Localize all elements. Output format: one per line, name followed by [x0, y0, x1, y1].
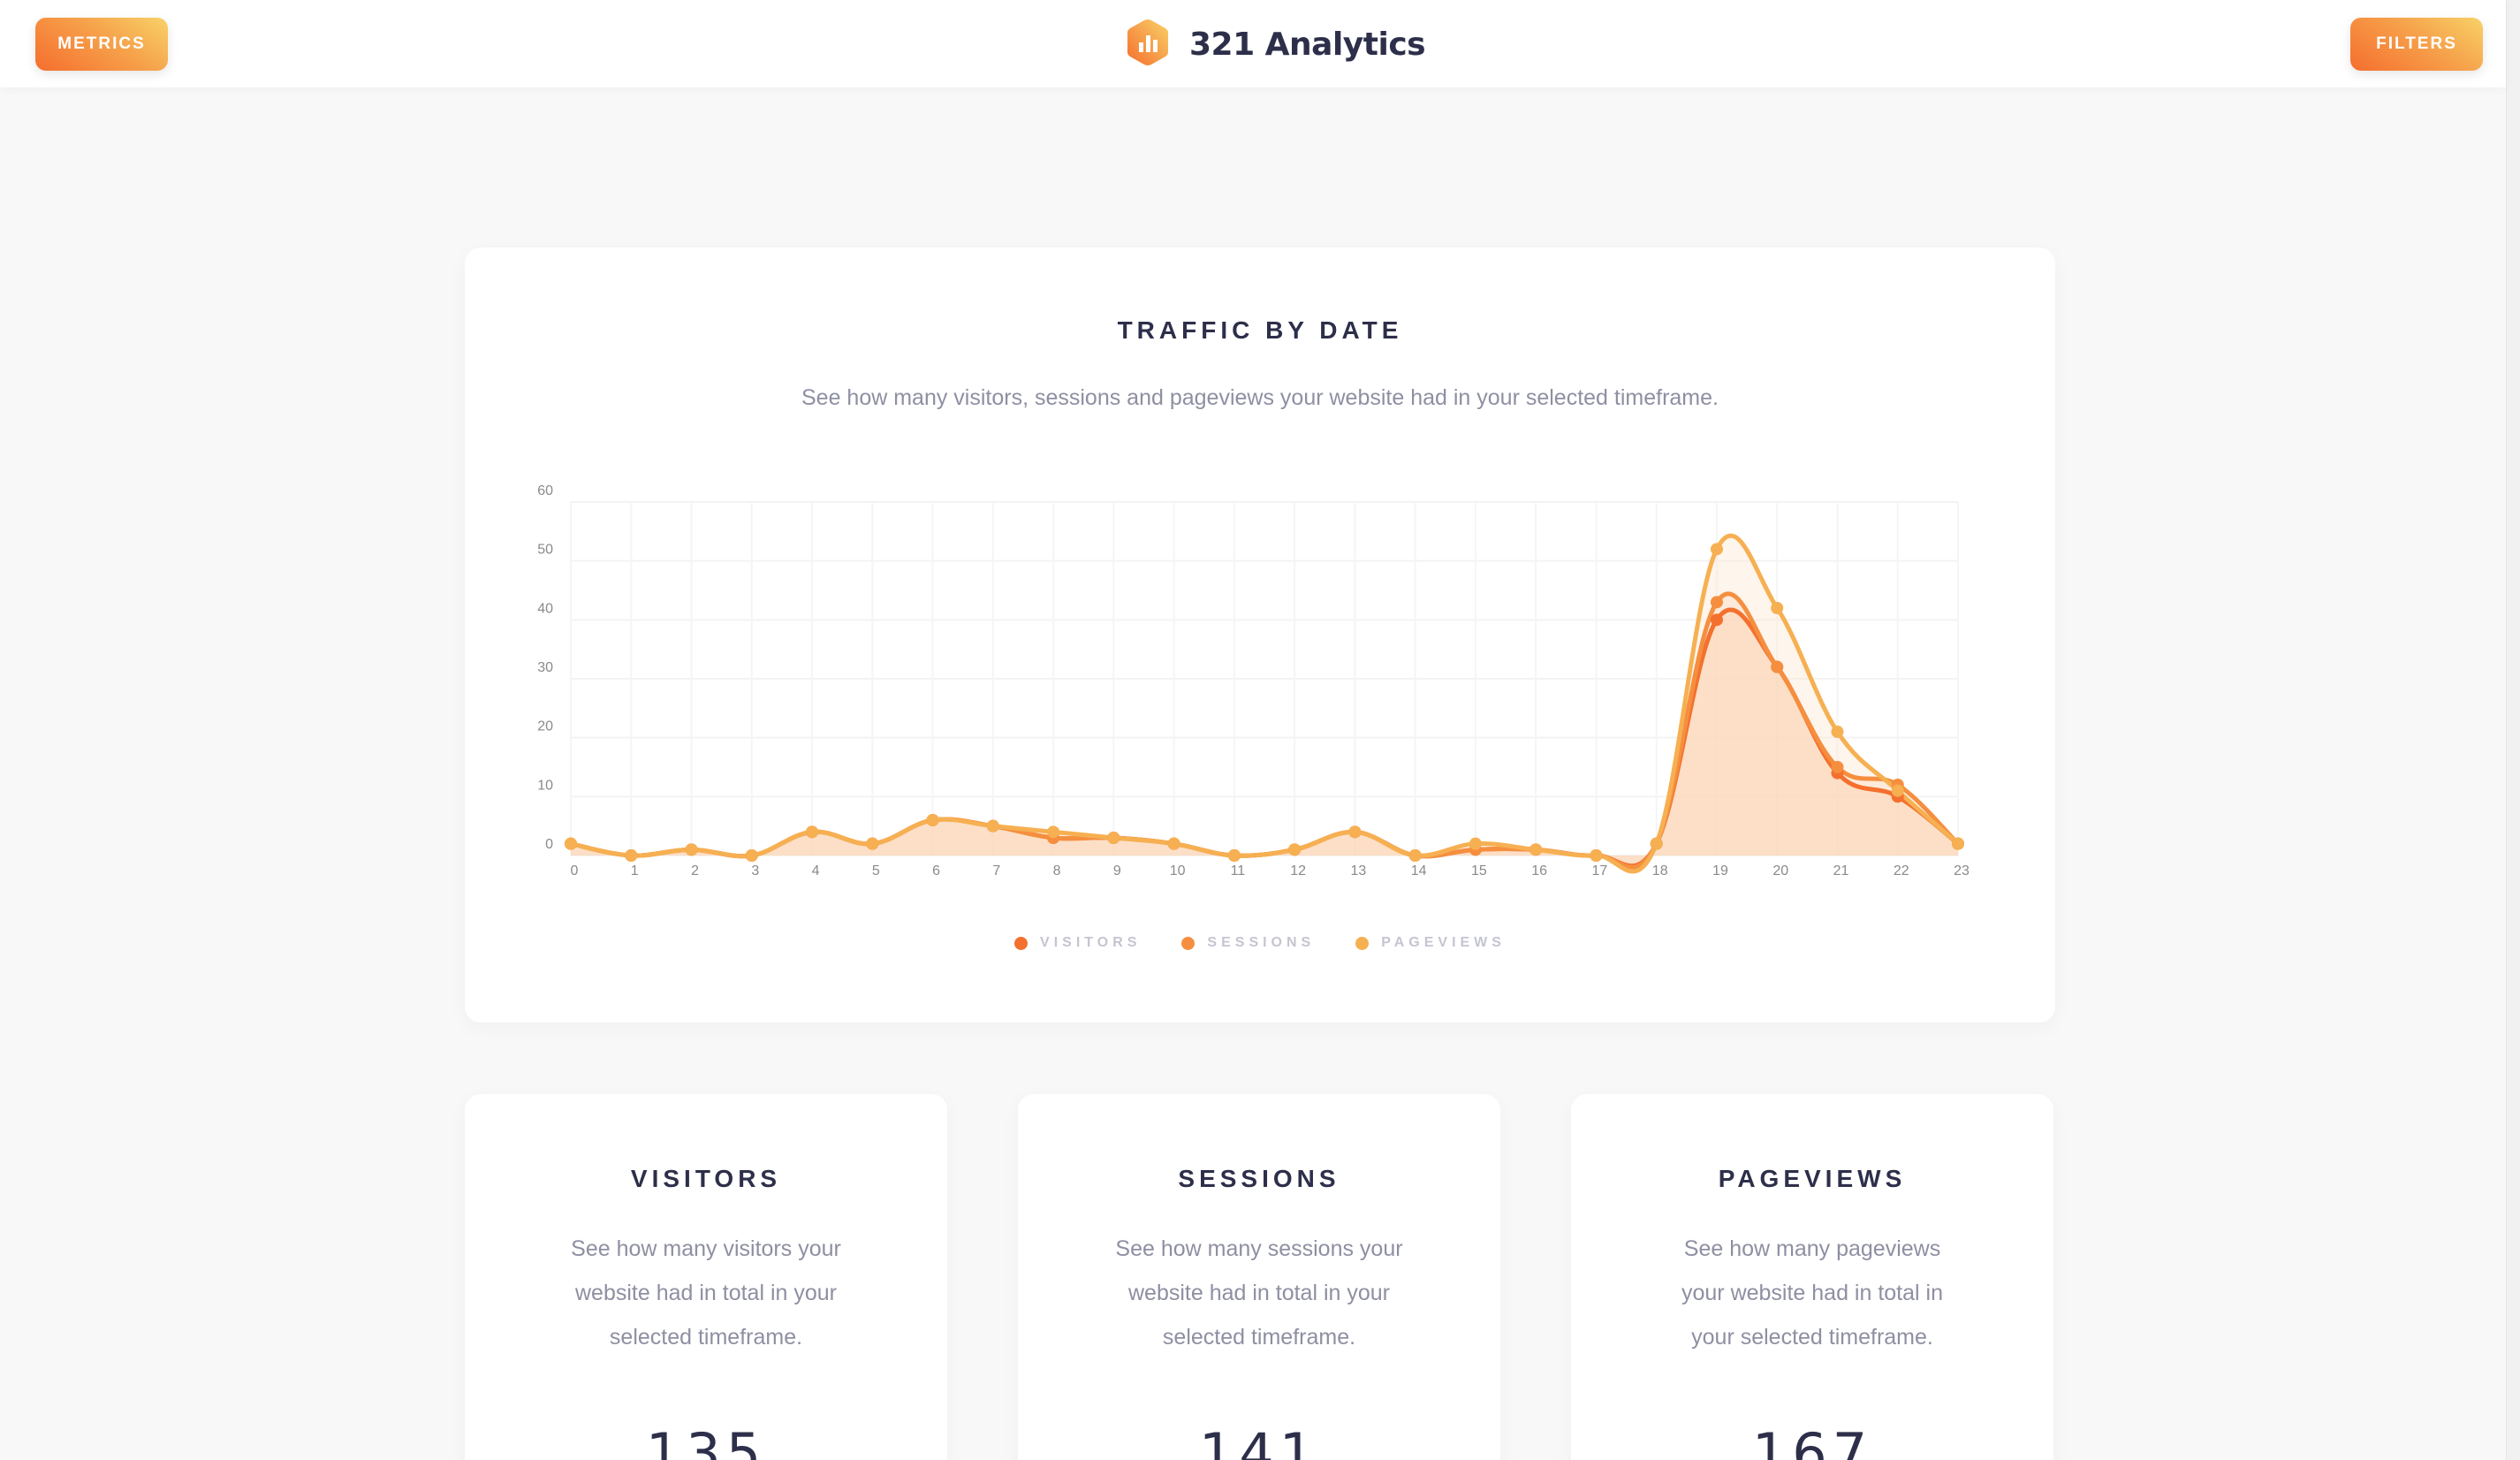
y-tick-label: 0 [545, 837, 553, 852]
filters-button[interactable]: FILTERS [2350, 18, 2483, 71]
x-tick-label: 11 [1231, 863, 1246, 878]
pageviews-data-point[interactable] [1891, 784, 1904, 797]
sessions-dot-icon [1181, 936, 1195, 950]
x-tick-label: 20 [1772, 863, 1788, 878]
pageviews-data-point[interactable] [866, 837, 879, 850]
pageviews-data-point[interactable] [1227, 849, 1241, 862]
y-tick-label: 60 [537, 483, 553, 498]
stat-value: 135 [645, 1421, 767, 1460]
stat-value: 141 [1198, 1421, 1320, 1460]
x-tick-label: 14 [1411, 863, 1427, 878]
x-tick-label: 0 [571, 863, 579, 878]
x-tick-label: 2 [691, 863, 699, 878]
x-tick-label: 3 [751, 863, 759, 878]
pageviews-data-point[interactable] [625, 849, 638, 862]
visitors-data-point[interactable] [1710, 613, 1723, 627]
pageviews-data-point[interactable] [1529, 843, 1543, 856]
top-navigation-bar: METRICS 321 Analytics FILTERS [0, 0, 2506, 87]
pageviews-data-point[interactable] [1107, 832, 1120, 844]
stat-title: VISITORS [630, 1165, 782, 1192]
legend-label: VISITORS [1040, 935, 1142, 950]
sessions-data-point[interactable] [1831, 761, 1844, 773]
pageviews-data-point[interactable] [1408, 849, 1422, 862]
pageviews-dot-icon [1355, 936, 1370, 950]
legend-label: SESSIONS [1207, 935, 1316, 950]
stat-value: 167 [1751, 1421, 1873, 1460]
pageviews-data-point[interactable] [1469, 837, 1482, 850]
metrics-button[interactable]: METRICS [35, 18, 168, 71]
sessions-stat-card: SESSIONS See how many sessions your webs… [1018, 1094, 1500, 1460]
traffic-by-date-card: TRAFFIC BY DATE See how many visitors, s… [465, 247, 2055, 1023]
x-tick-label: 5 [872, 863, 880, 878]
x-tick-label: 19 [1712, 863, 1728, 878]
brand-title: 321 Analytics [1189, 26, 1426, 63]
bar-chart-hexagon-icon [1126, 18, 1170, 72]
pageviews-data-point[interactable] [685, 843, 698, 856]
x-tick-label: 22 [1894, 863, 1909, 878]
pageviews-data-point[interactable] [1831, 726, 1844, 738]
page-scrollbar[interactable] [2506, 0, 2520, 1460]
stat-description: See how many visitors your website had i… [571, 1236, 841, 1350]
pageviews-data-point[interactable] [565, 837, 577, 850]
y-tick-label: 50 [537, 543, 553, 558]
stat-description: See how many sessions your website had i… [1115, 1236, 1403, 1350]
y-tick-label: 40 [537, 601, 553, 616]
pageviews-data-point[interactable] [926, 814, 939, 826]
y-tick-label: 10 [537, 778, 553, 793]
pageviews-data-point[interactable] [1710, 543, 1723, 556]
stat-description: See how many pageviews your website had … [1681, 1236, 1943, 1350]
pageviews-data-point[interactable] [1771, 602, 1784, 614]
pageviews-data-point[interactable] [1167, 837, 1180, 850]
legend-item-pageviews[interactable]: PAGEVIEWS [1355, 935, 1506, 951]
pageviews-data-point[interactable] [1650, 837, 1663, 850]
x-tick-label: 13 [1350, 863, 1366, 878]
pageviews-stat-card: PAGEVIEWS See how many pageviews your we… [1571, 1094, 2053, 1460]
pageviews-line [570, 533, 1960, 874]
stat-title: PAGEVIEWS [1718, 1165, 1907, 1192]
x-tick-label: 15 [1471, 863, 1487, 878]
chart-title: TRAFFIC BY DATE [1117, 316, 1403, 344]
x-tick-label: 1 [631, 863, 639, 878]
x-tick-label: 7 [992, 863, 1000, 878]
x-tick-label: 6 [932, 863, 940, 878]
x-tick-label: 10 [1170, 863, 1186, 878]
brand[interactable]: 321 Analytics [1126, 18, 1426, 72]
sessions-data-point[interactable] [1710, 596, 1723, 609]
x-tick-label: 12 [1290, 863, 1306, 878]
pageviews-data-point[interactable] [1952, 837, 1964, 850]
y-tick-label: 30 [537, 660, 553, 675]
legend-item-visitors[interactable]: VISITORS [1014, 935, 1141, 951]
x-tick-label: 23 [1954, 863, 1970, 878]
pageviews-data-point[interactable] [986, 819, 999, 833]
x-tick-label: 4 [812, 863, 820, 878]
visitors-dot-icon [1014, 936, 1028, 950]
x-tick-label: 18 [1652, 863, 1668, 878]
visitors-area [571, 609, 1958, 866]
chart-subtitle: See how many visitors, sessions and page… [801, 385, 1719, 410]
pageviews-data-point[interactable] [1590, 849, 1603, 862]
pageviews-data-point[interactable] [1288, 843, 1302, 856]
chart-legend: VISITORS SESSIONS PAGEVIEWS [465, 935, 2055, 951]
legend-item-sessions[interactable]: SESSIONS [1181, 935, 1315, 951]
y-tick-label: 20 [537, 719, 553, 734]
x-tick-label: 17 [1592, 863, 1608, 878]
x-tick-label: 8 [1053, 863, 1061, 878]
pageviews-data-point[interactable] [1047, 825, 1060, 839]
stat-title: SESSIONS [1178, 1165, 1340, 1192]
pageviews-data-point[interactable] [745, 849, 758, 862]
x-tick-label: 16 [1531, 863, 1547, 878]
legend-label: PAGEVIEWS [1381, 935, 1506, 950]
visitors-stat-card: VISITORS See how many visitors your webs… [465, 1094, 947, 1460]
sessions-data-point[interactable] [1771, 660, 1784, 673]
pageviews-data-point[interactable] [1348, 825, 1362, 839]
x-tick-label: 9 [1113, 863, 1121, 878]
pageviews-data-point[interactable] [806, 825, 819, 839]
x-tick-label: 21 [1833, 863, 1849, 878]
